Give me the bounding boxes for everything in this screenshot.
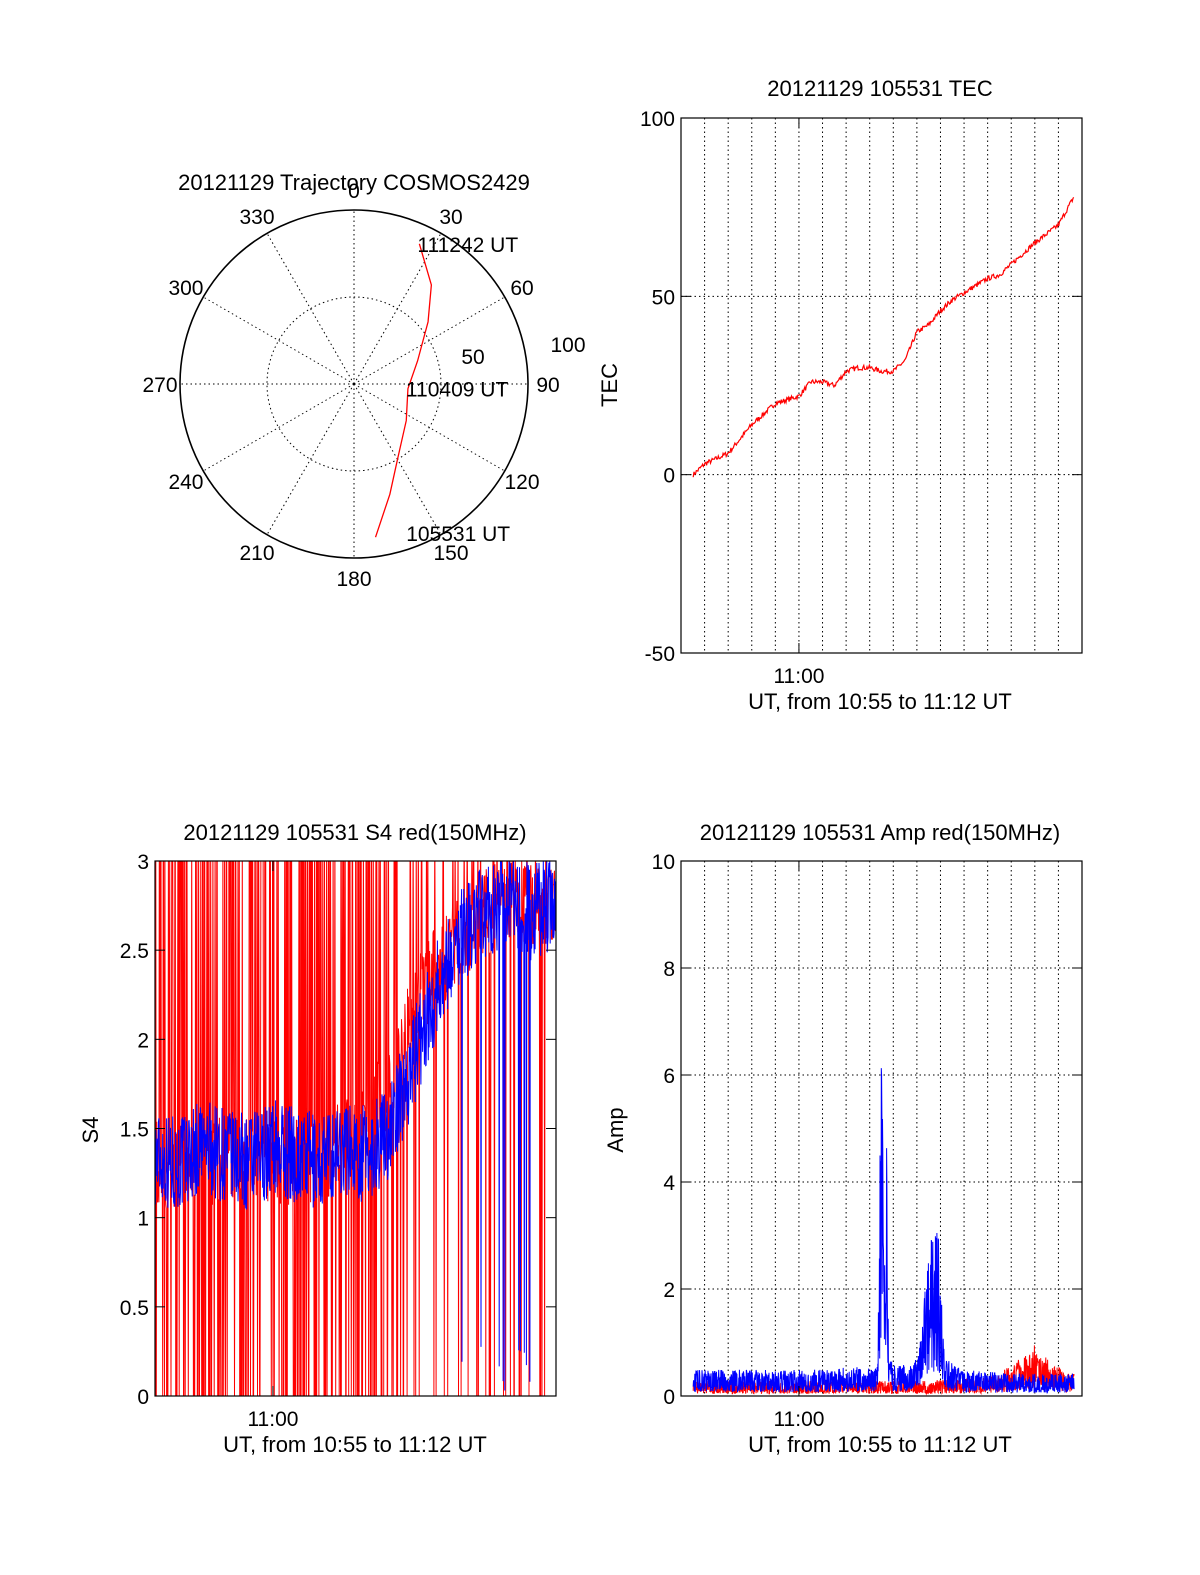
polar-angle-label: 60 xyxy=(510,277,533,300)
polar-angle-labels: 0 30 60 90 120 150 180 210 240 270 300 330 xyxy=(142,180,559,591)
polar-outer-circle xyxy=(179,209,529,559)
s4-xticks: 11:00 xyxy=(247,861,298,1431)
polar-angle-label: 270 xyxy=(142,374,177,397)
tec-series xyxy=(692,197,1075,478)
y-tick-label: 10 xyxy=(652,851,675,874)
y-tick-label: 50 xyxy=(652,286,675,309)
y-tick-label: 6 xyxy=(663,1065,675,1088)
amp-xticks: 11:00 xyxy=(773,861,824,1431)
trajectory-time-label: 110409 UT xyxy=(406,379,509,402)
amp-yticks: 0 2 4 6 8 10 xyxy=(652,851,1082,1409)
y-tick-label: 100 xyxy=(640,108,675,131)
y-tick-label: 1.5 xyxy=(120,1119,149,1142)
amp-plot-frame xyxy=(680,860,1083,1397)
y-tick-label: 0 xyxy=(663,465,675,488)
polar-angle-label: 210 xyxy=(239,542,274,565)
amp-series xyxy=(692,1068,1075,1396)
polar-spoke xyxy=(203,296,355,385)
polar-spoke xyxy=(353,296,505,385)
tec-plot-frame xyxy=(680,117,1083,654)
x-tick-label: 11:00 xyxy=(773,665,824,688)
s4-yticks: 0 0.5 1 1.5 2 2.5 3 xyxy=(120,851,556,1409)
panel-tec: 20121129 105531 TEC -50 0 50 100 11:00 UT, … xyxy=(597,76,1083,714)
y-tick-label: 0 xyxy=(137,1386,149,1409)
amp-blue-line xyxy=(692,1068,1075,1395)
y-tick-label: 8 xyxy=(663,958,675,981)
s4-ylabel: S4 xyxy=(78,1117,103,1144)
x-tick-label: 11:00 xyxy=(247,1408,298,1431)
polar-spoke xyxy=(353,233,442,385)
y-tick-label: -50 xyxy=(645,643,675,666)
panel-s4: 20121129 105531 S4 red(150MHz) 0 0.5 1 1.5 2… xyxy=(78,820,557,1457)
s4-series xyxy=(155,861,556,1396)
polar-spoke xyxy=(266,383,355,535)
panel-amp: 20121129 105531 Amp red(150MHz) 0246810 … xyxy=(603,820,1083,1457)
polar-angle-label: 120 xyxy=(504,471,539,494)
polar-grid xyxy=(179,209,529,559)
x-tick-label: 11:00 xyxy=(773,1408,824,1431)
s4-plot-area xyxy=(155,861,556,1396)
tec-grid xyxy=(681,117,1082,654)
panel-trajectory: 20121129 Trajectory COSMOS2429 0 30 60 90 12… xyxy=(142,170,585,591)
polar-spoke xyxy=(353,383,505,472)
y-tick-label: 3 xyxy=(137,851,149,874)
polar-angle-label: 330 xyxy=(239,206,274,229)
y-tick-label: 0 xyxy=(663,1386,675,1409)
polar-angle-label: 300 xyxy=(168,277,203,300)
s4-red-line xyxy=(155,861,556,1396)
y-tick-label: 2 xyxy=(137,1029,149,1052)
trajectory-time-label: 105531 UT xyxy=(406,523,510,546)
polar-spoke xyxy=(266,233,355,385)
polar-angle-label: 30 xyxy=(439,206,462,229)
trajectory-line xyxy=(374,243,433,538)
amp-ylabel: Amp xyxy=(603,1107,628,1152)
trajectory-title: 20121129 Trajectory COSMOS2429 xyxy=(178,170,530,195)
polar-radius-label: 50 xyxy=(461,346,484,369)
tec-xticks: 11:00 xyxy=(773,118,824,688)
s4-blue-line xyxy=(155,861,556,1391)
tec-line xyxy=(692,197,1075,478)
amp-title: 20121129 105531 Amp red(150MHz) xyxy=(700,820,1060,845)
polar-angle-label: 150 xyxy=(433,542,468,565)
trajectory-time-label: 111242 UT xyxy=(417,234,518,257)
polar-spoke xyxy=(203,383,355,472)
tec-yticks: -50 0 50 100 xyxy=(640,108,1082,666)
polar-series xyxy=(374,243,433,538)
tec-title: 20121129 105531 TEC xyxy=(767,76,993,101)
y-tick-label: 1 xyxy=(137,1208,149,1231)
y-tick-label: 2.5 xyxy=(120,940,149,963)
y-tick-label: 0.5 xyxy=(120,1297,149,1320)
polar-angle-label: 240 xyxy=(168,471,203,494)
tec-xlabel: UT, from 10:55 to 11:12 UT xyxy=(748,689,1012,714)
amp-red-line xyxy=(692,1345,1075,1396)
polar-angle-label: 90 xyxy=(536,374,559,397)
y-tick-label: 4 xyxy=(663,1172,675,1195)
polar-radius-label: 100 xyxy=(550,334,585,357)
amp-xlabel: UT, from 10:55 to 11:12 UT xyxy=(748,1432,1012,1457)
polar-angle-label: 0 xyxy=(348,180,360,203)
y-tick-label: 2 xyxy=(663,1279,675,1302)
s4-title: 20121129 105531 S4 red(150MHz) xyxy=(183,820,526,845)
tec-ylabel: TEC xyxy=(597,363,622,407)
polar-annotations: 111242 UT 110409 UT 105531 UT xyxy=(406,234,518,546)
s4-xlabel: UT, from 10:55 to 11:12 UT xyxy=(223,1432,487,1457)
polar-angle-label: 180 xyxy=(336,568,371,591)
